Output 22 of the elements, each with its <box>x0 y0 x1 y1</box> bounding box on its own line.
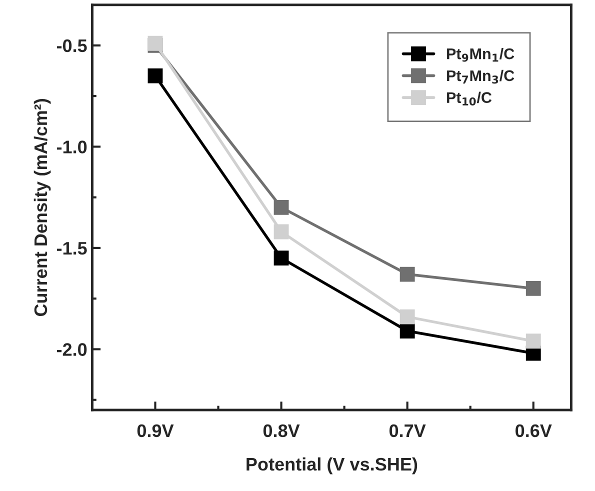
point <box>526 334 541 349</box>
legend-label: Pt$_{7}$Mn$_{3}$/C <box>447 70 514 84</box>
y-tick-label: -1.5 <box>56 242 87 255</box>
point <box>148 68 163 84</box>
y-tick-label: -0.5 <box>56 39 87 52</box>
x-tick-label: 0.7V <box>389 424 426 438</box>
x-axis-title: Potential (V vs.SHE) <box>246 457 418 474</box>
point <box>526 281 541 296</box>
point <box>400 324 415 338</box>
y-axis-title: Current Density (mA/cm²) <box>34 98 51 316</box>
x-tick-label: 0.8V <box>263 424 300 438</box>
legend-label: Pt$_{10}$/C <box>447 92 492 106</box>
legend-label: Pt$_{9}$Mn$_{1}$/C <box>447 48 514 62</box>
x-tick-label: 0.9V <box>137 424 174 438</box>
y-tick-label: -2.0 <box>56 343 87 356</box>
point <box>400 309 415 324</box>
x-tick-label: 0.6V <box>516 424 552 438</box>
point <box>400 266 415 282</box>
point <box>274 224 289 240</box>
point <box>274 250 289 266</box>
y-tick-label: -1.0 <box>56 140 87 154</box>
point <box>274 200 289 215</box>
